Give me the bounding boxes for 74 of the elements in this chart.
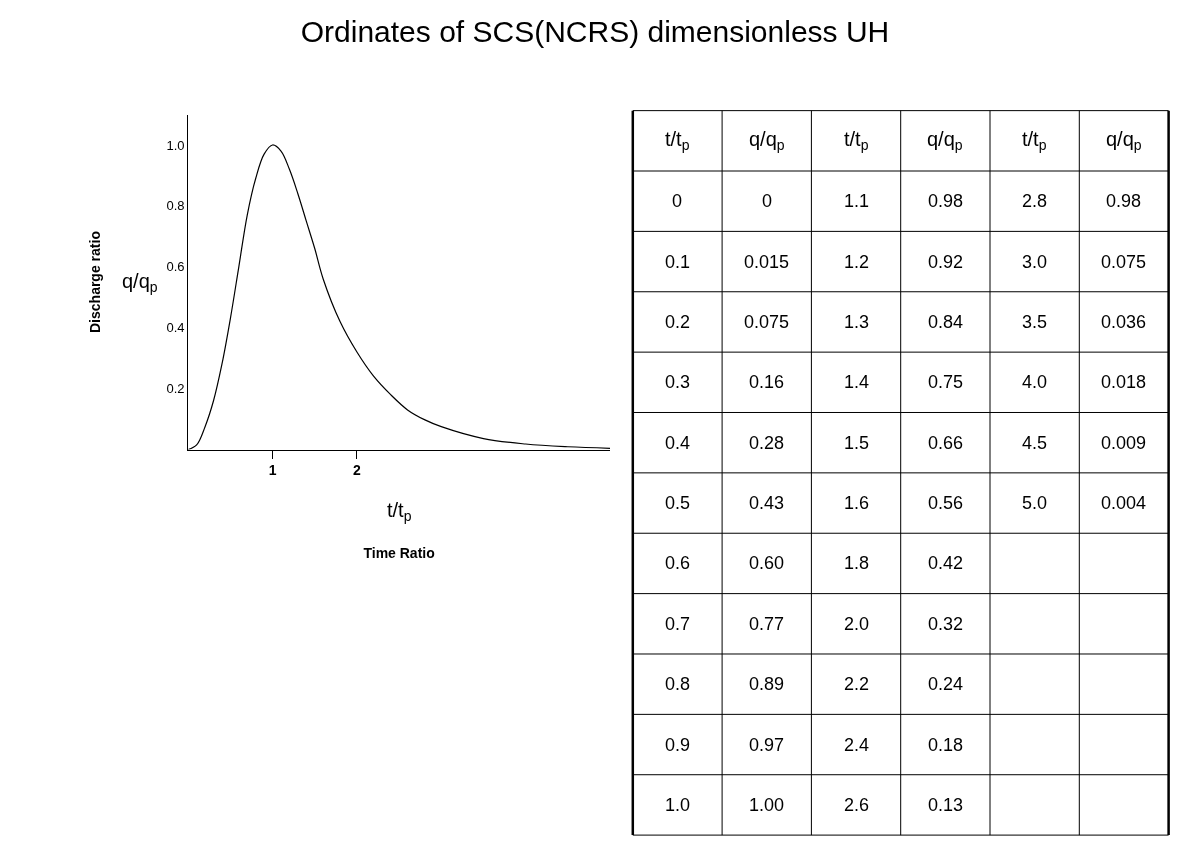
text: 0.66 [928,433,964,453]
text: 0.43 [749,493,785,513]
text: t/t$_{p}$ [665,128,690,154]
y-tick-label: 0.4 [166,320,185,336]
text: 5.0 [1022,493,1048,513]
text: 0.075 [744,312,790,332]
text: 0.9 [665,735,691,755]
text: 0.036 [1101,312,1147,332]
text: 0.60 [749,553,785,573]
text: 0.42 [928,553,964,573]
text: 0.5 [665,493,691,513]
text: 0.97 [749,735,785,755]
text: 0.84 [928,312,964,332]
text: 3.5 [1022,312,1048,332]
text: 0.18 [928,735,964,755]
text: 0.13 [928,795,964,815]
text: 0.009 [1101,433,1147,453]
text: 0.6 [665,553,691,573]
text: 1.0 [665,795,691,815]
text: t/t$_{p}$ [387,499,412,525]
chart-title: Ordinates of SCS(NCRS) dimensionless UH [300,15,890,49]
text: 1.2 [844,252,870,272]
text: 0.2 [665,312,691,332]
text: t/t$_{p}$ [844,128,869,154]
text: 0.075 [1101,252,1147,272]
x-axis-title: Time Ratio [363,544,435,561]
text: 0.8 [665,674,691,694]
y-tick-label: 0.8 [166,198,185,214]
text: q/q$_{p}$ [122,270,158,296]
text: t/t$_{p}$ [1022,128,1047,154]
text: 0.24 [928,674,964,694]
text: 0.015 [744,252,790,272]
text: 4.5 [1022,433,1048,453]
text: 0 [672,191,683,211]
text: 3.0 [1022,252,1048,272]
x-tick-label: 1 [268,462,277,479]
text: 1.5 [844,433,870,453]
text: 0.16 [749,372,785,392]
text: 0.018 [1101,372,1147,392]
y-tick-label: 1.0 [166,137,185,153]
text: q/q$_{p}$ [1106,128,1142,154]
text: 0.004 [1101,493,1147,513]
text: 1.4 [844,372,870,392]
text: 2.4 [844,735,870,755]
text: 0.98 [1106,191,1142,211]
text: 4.0 [1022,372,1048,392]
y-axis-title: Discharge ratio [87,231,104,333]
text: 0.77 [749,614,785,634]
text: 0.89 [749,674,785,694]
text: 2.6 [844,795,870,815]
text: 2.2 [844,674,870,694]
y-tick-label: 0.2 [166,381,185,397]
text: 1.00 [749,795,785,815]
text: 0.32 [928,614,964,634]
text: 0.92 [928,252,964,272]
x-tick-label: 2 [353,462,362,479]
text: 0.75 [928,372,964,392]
text: 2.8 [1022,191,1048,211]
text: 0 [762,191,773,211]
text: 0.28 [749,433,785,453]
text: 0.4 [665,433,691,453]
text: 0.1 [665,252,691,272]
text: 0.7 [665,614,691,634]
y-tick-label: 0.6 [166,259,185,275]
text: 1.6 [844,493,870,513]
text: 0.3 [665,372,691,392]
text: 0.56 [928,493,964,513]
text: 1.1 [844,191,870,211]
text: 1.8 [844,553,870,573]
text: q/q$_{p}$ [749,128,785,154]
text: 1.3 [844,312,870,332]
text: q/q$_{p}$ [927,128,963,154]
text: 2.0 [844,614,870,634]
text: 0.98 [928,191,964,211]
